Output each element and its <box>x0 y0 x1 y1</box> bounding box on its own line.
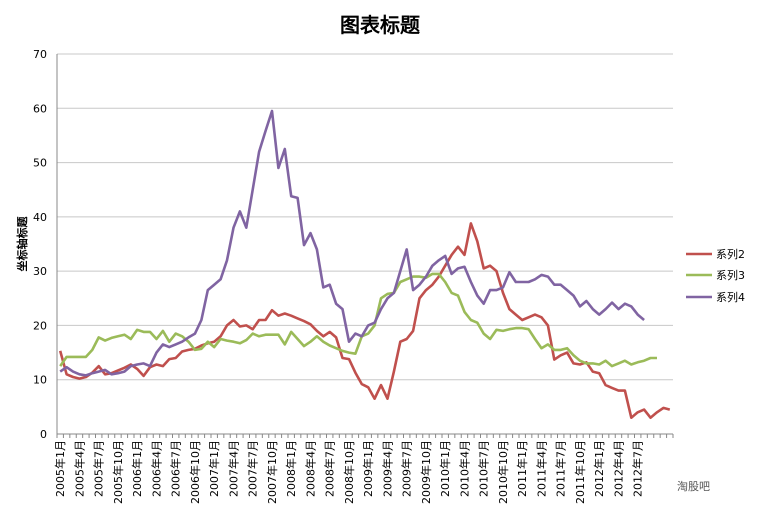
y-tick-label: 40 <box>33 211 47 224</box>
x-tick-label: 2009年1月 <box>361 440 375 497</box>
y-tick-label: 50 <box>33 157 47 170</box>
y-tick-label: 70 <box>33 48 47 61</box>
x-tick-label: 2011年4月 <box>534 440 548 497</box>
x-tick-label: 2005年4月 <box>72 440 86 497</box>
legend-label: 系列3 <box>716 268 745 282</box>
x-tick-label: 2006年7月 <box>169 440 183 497</box>
x-tick-label: 2012年4月 <box>611 440 625 497</box>
x-tick-label: 2010年4月 <box>457 440 471 497</box>
watermark-text: 淘股吧 <box>677 480 710 493</box>
x-tick-label: 2008年7月 <box>323 440 337 497</box>
x-tick-labels: 2005年1月 2005年4月 2005年7月 2005年10月 2006年1月 2006… <box>53 440 645 504</box>
y-tick-label: 30 <box>33 265 47 278</box>
series-line-3 <box>59 109 645 377</box>
x-tick-label: 2005年7月 <box>92 440 106 497</box>
x-tick-label: 2011年10月 <box>573 440 587 504</box>
x-tick-label: 2011年1月 <box>515 440 529 497</box>
x-tick-label: 2009年10月 <box>419 440 433 504</box>
x-tick-label: 2008年1月 <box>284 440 298 497</box>
chart-title: 图表标题 <box>340 13 421 37</box>
x-tick-label: 2005年10月 <box>111 440 125 504</box>
x-tick-label: 2010年1月 <box>438 440 452 497</box>
y-tick-labels: 0 10 20 30 40 50 60 70 <box>33 48 47 441</box>
x-tick-label: 2010年7月 <box>477 440 491 497</box>
y-tick-label: 10 <box>33 374 47 387</box>
x-tick-label: 2012年1月 <box>592 440 606 497</box>
y-tick-label: 0 <box>40 428 47 441</box>
x-tick-label: 2009年7月 <box>400 440 414 497</box>
x-tick-label: 2005年1月 <box>53 440 67 497</box>
x-tick-label: 2006年1月 <box>130 440 144 497</box>
y-axis-title: 坐标轴标题 <box>15 216 29 272</box>
x-tick-label: 2008年4月 <box>303 440 317 497</box>
gridlines <box>57 53 673 381</box>
x-tick-label: 2006年10月 <box>188 440 202 504</box>
x-tick-label: 2009年4月 <box>380 440 394 497</box>
legend-label: 系列4 <box>716 290 745 304</box>
x-tick-label: 2010年10月 <box>496 440 510 504</box>
x-tick-label: 2012年7月 <box>631 440 645 497</box>
axes <box>56 54 674 438</box>
x-tick-label: 2006年4月 <box>149 440 163 497</box>
x-tick-label: 2007年10月 <box>265 440 279 504</box>
y-tick-label: 60 <box>33 102 47 115</box>
x-tick-label: 2007年1月 <box>207 440 221 497</box>
y-tick-label: 20 <box>33 319 47 332</box>
series-lines <box>58 109 671 420</box>
x-tick-label: 2008年10月 <box>342 440 356 504</box>
x-tick-label: 2011年7月 <box>554 440 568 497</box>
series-line-2 <box>59 272 657 368</box>
series-line-1 <box>58 222 671 420</box>
x-tick-label: 2007年4月 <box>226 440 240 497</box>
legend-label: 系列2 <box>716 247 745 261</box>
x-tick-label: 2007年7月 <box>246 440 260 497</box>
legend: 系列2 系列3 系列4 <box>686 247 745 304</box>
